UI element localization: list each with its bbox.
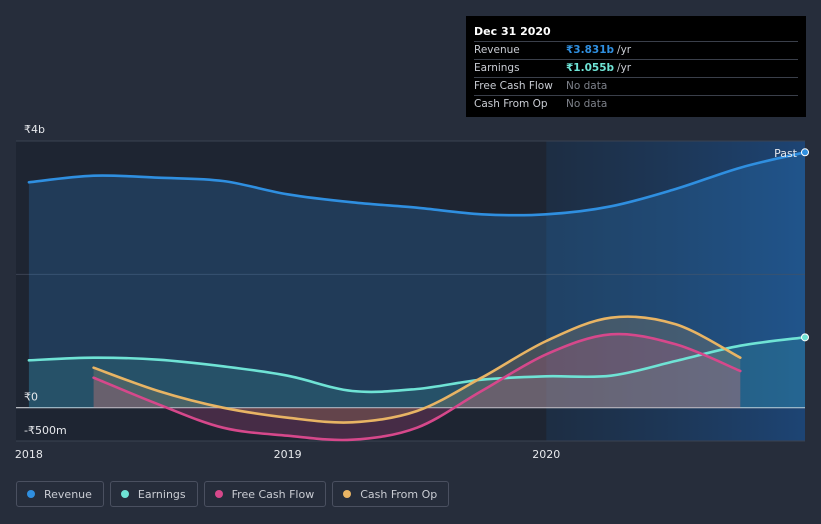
y-tick-label: ₹4b	[24, 123, 45, 136]
end-marker	[801, 148, 809, 157]
legend-label: Revenue	[44, 487, 92, 501]
legend-label: Free Cash Flow	[231, 487, 315, 501]
x-tick-label: 2019	[274, 448, 302, 461]
tooltip-label: Free Cash Flow	[474, 80, 553, 92]
tooltip-value: ₹1.055b	[566, 62, 615, 74]
legend-item-earnings[interactable]: Earnings	[109, 481, 198, 507]
past-label: Past	[774, 147, 798, 160]
end-marker	[801, 333, 809, 342]
series-area-cash-from-op	[93, 316, 741, 423]
legend-dot-icon	[27, 490, 35, 498]
y-tick-label: -₹500m	[24, 424, 67, 437]
y-tick-label: ₹0	[24, 391, 38, 404]
legend-dot-icon	[214, 490, 223, 498]
tooltip-row-earnings: Earnings ₹1.055b /yr	[474, 59, 798, 77]
series-line-revenue	[27, 151, 807, 217]
legend-label: Cash From Op	[360, 487, 438, 501]
tooltip-row-cash-from-op: Cash From Op No data	[474, 95, 798, 113]
series-area-earnings	[28, 337, 805, 408]
series-area-revenue	[28, 152, 805, 408]
tooltip-unit: /yr	[617, 62, 632, 74]
tooltip-date: Dec 31 2020	[474, 25, 551, 38]
series-line-free-cash-flow	[92, 332, 742, 442]
legend-label: Earnings	[137, 487, 186, 501]
legend-dot-icon	[120, 490, 129, 498]
tooltip-nodata: No data	[566, 80, 608, 92]
tooltip: Dec 31 2020 Revenue ₹3.831b /yr Earnings…	[466, 16, 806, 117]
tooltip-value: ₹3.831b	[566, 44, 615, 56]
tooltip-label: Earnings	[474, 62, 520, 74]
past-region	[546, 141, 805, 441]
series-line-earnings	[27, 336, 807, 394]
legend-item-revenue[interactable]: Revenue	[16, 481, 104, 507]
legend-item-free-cash-flow[interactable]: Free Cash Flow	[203, 481, 327, 507]
tooltip-row-revenue: Revenue ₹3.831b /yr	[474, 41, 798, 59]
tooltip-label: Cash From Op	[474, 98, 548, 110]
legend-dot-icon	[343, 490, 352, 498]
tooltip-unit: /yr	[617, 44, 632, 56]
x-tick-label: 2020	[532, 448, 560, 461]
series-line-cash-from-op	[92, 315, 742, 424]
tooltip-row-free-cash-flow: Free Cash Flow No data	[474, 77, 798, 95]
legend-item-cash-from-op[interactable]: Cash From Op	[332, 481, 450, 507]
tooltip-nodata: No data	[566, 98, 608, 110]
legend: Revenue Earnings Free Cash Flow Cash Fro…	[16, 481, 455, 507]
x-tick-label: 2018	[15, 448, 43, 461]
tooltip-label: Revenue	[474, 44, 520, 56]
